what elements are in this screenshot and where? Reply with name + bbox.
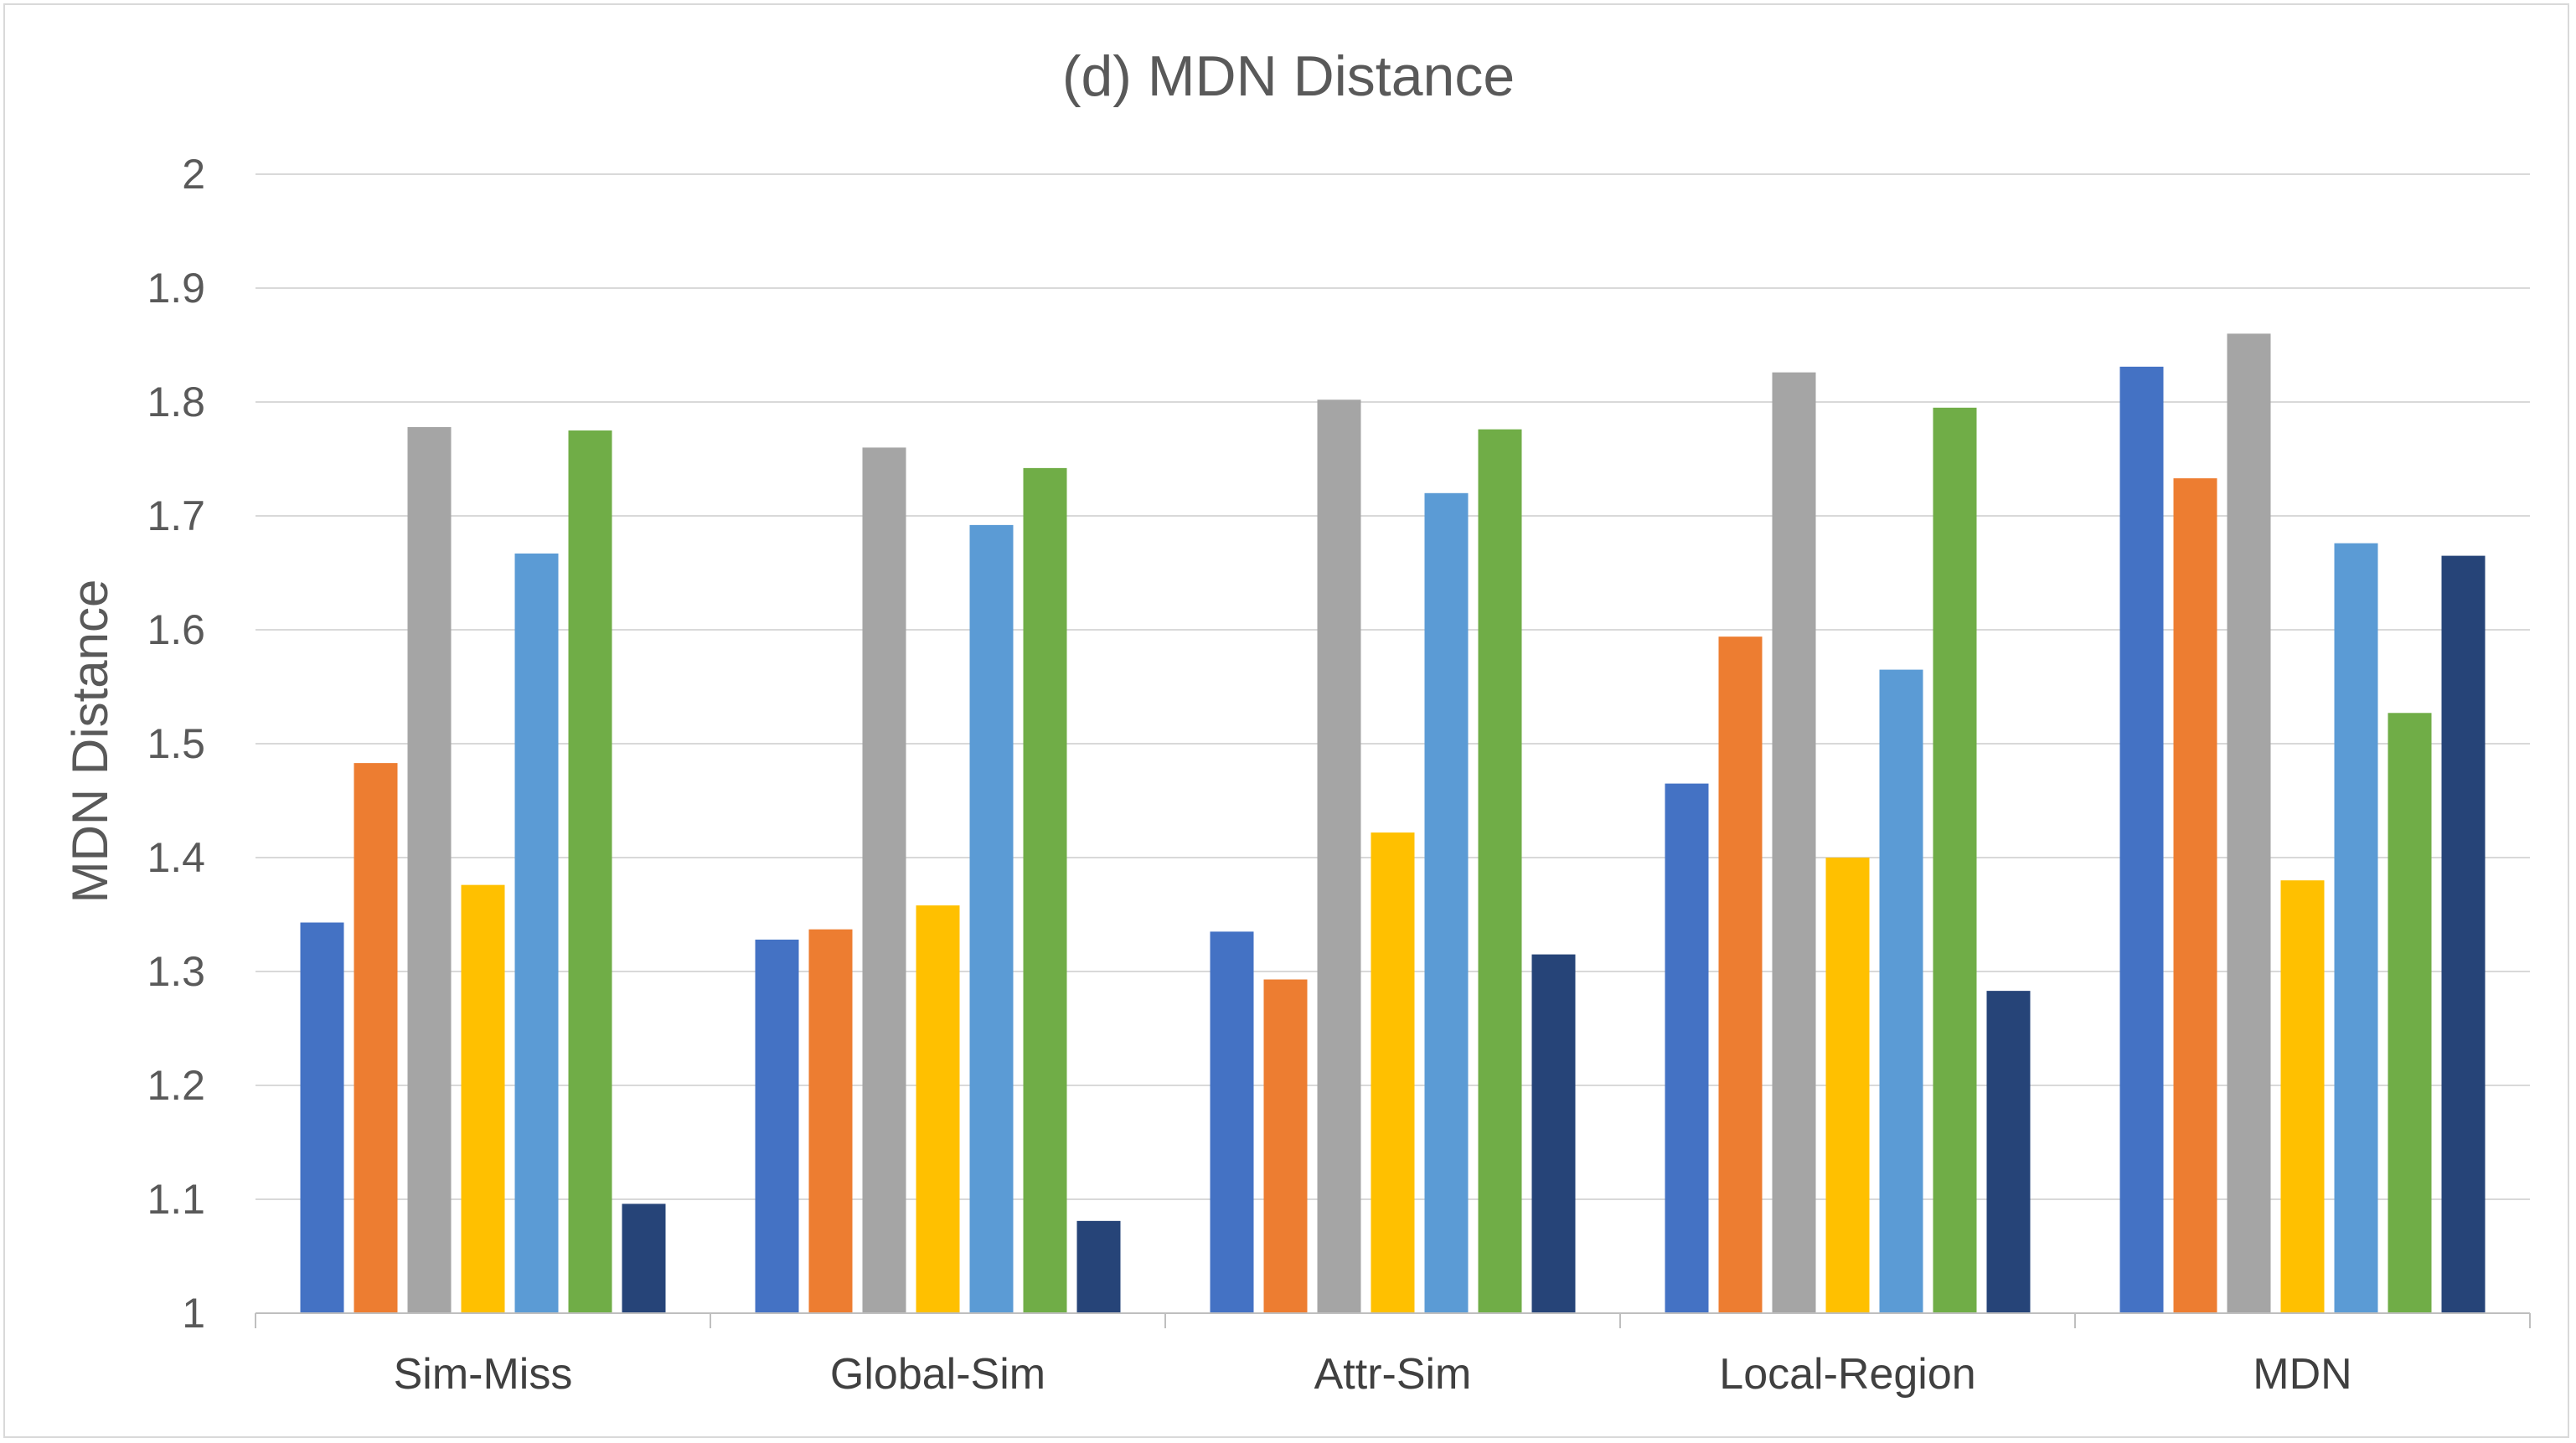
chart-title: (d) MDN Distance bbox=[1062, 44, 1515, 108]
x-category-label: Sim-Miss bbox=[394, 1350, 573, 1399]
bar bbox=[568, 430, 612, 1313]
y-tick-label: 1.3 bbox=[147, 948, 205, 995]
bar bbox=[1933, 407, 1977, 1313]
y-tick-label: 1.8 bbox=[147, 379, 205, 425]
bar bbox=[1210, 931, 1254, 1313]
bar bbox=[862, 447, 906, 1313]
x-category-label: Local-Region bbox=[1719, 1350, 1975, 1399]
bar bbox=[2388, 713, 2432, 1313]
x-category-label: Global-Sim bbox=[830, 1350, 1045, 1399]
bar bbox=[300, 922, 344, 1313]
bar bbox=[916, 905, 960, 1313]
bar bbox=[1718, 636, 1763, 1313]
bar bbox=[969, 524, 1014, 1313]
bar bbox=[1772, 372, 1816, 1313]
y-tick-label: 1.5 bbox=[147, 720, 205, 767]
bar bbox=[407, 426, 452, 1313]
y-tick-label: 1.9 bbox=[147, 265, 205, 312]
bar bbox=[2173, 478, 2217, 1313]
bar bbox=[2280, 880, 2325, 1313]
x-category-label: MDN bbox=[2253, 1350, 2351, 1399]
y-tick-label: 1.2 bbox=[147, 1062, 205, 1109]
bar bbox=[1317, 399, 1361, 1313]
bar bbox=[1665, 783, 1709, 1313]
y-tick-label: 1.1 bbox=[147, 1176, 205, 1223]
x-category-label: Attr-Sim bbox=[1314, 1350, 1472, 1399]
bar bbox=[2227, 333, 2271, 1313]
bar bbox=[622, 1203, 666, 1313]
y-tick-label: 1.4 bbox=[147, 834, 205, 881]
bar bbox=[808, 929, 853, 1313]
bar bbox=[1076, 1220, 1121, 1313]
y-axis-label: MDN Distance bbox=[62, 580, 118, 904]
x-axis bbox=[255, 1312, 2531, 1328]
bar bbox=[1825, 858, 1870, 1313]
y-tick-label: 2 bbox=[182, 151, 205, 198]
bar bbox=[1986, 991, 2031, 1313]
bar bbox=[2334, 543, 2378, 1313]
bar bbox=[1023, 467, 1067, 1313]
bar bbox=[514, 553, 559, 1313]
bar bbox=[2441, 555, 2486, 1313]
bar bbox=[461, 884, 505, 1313]
bar bbox=[2119, 366, 2164, 1314]
bar bbox=[1263, 979, 1308, 1313]
bar bbox=[1531, 954, 1576, 1313]
x-axis-categories: Sim-Miss Global-Sim Attr-Sim Local-Region MD… bbox=[394, 1350, 2352, 1399]
y-tick-label: 1.6 bbox=[147, 606, 205, 653]
bar bbox=[755, 939, 799, 1313]
bar bbox=[1478, 429, 1522, 1313]
bars bbox=[300, 333, 2486, 1314]
bar bbox=[1879, 669, 1923, 1313]
bar bbox=[1424, 492, 1469, 1313]
bar bbox=[354, 763, 398, 1313]
y-tick-label: 1.7 bbox=[147, 492, 205, 539]
y-axis-ticks: 1 1.1 1.2 1.3 1.4 1.5 1.6 1.7 1.8 1.9 2 bbox=[147, 151, 205, 1337]
bar bbox=[1371, 832, 1415, 1313]
y-tick-label: 1 bbox=[182, 1290, 205, 1337]
